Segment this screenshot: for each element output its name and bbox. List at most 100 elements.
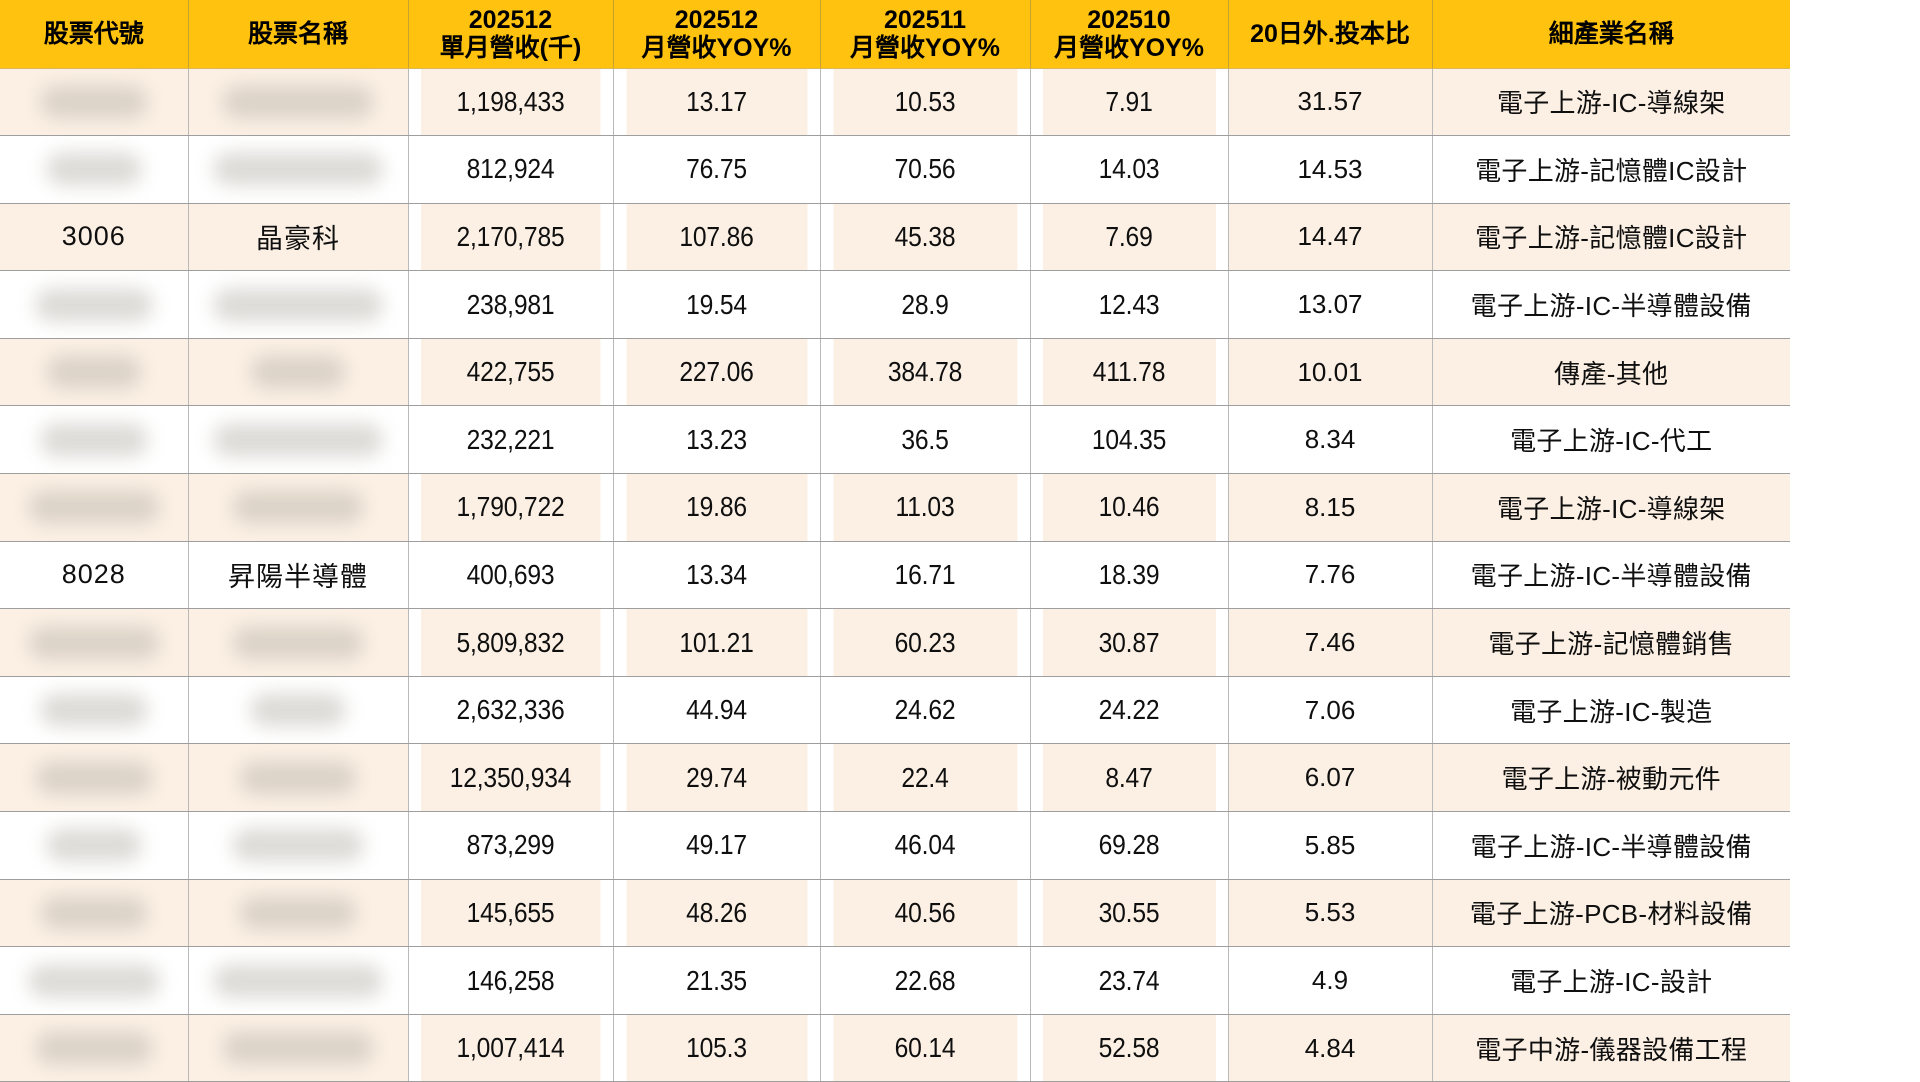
cell-foreign-invest-ratio-20d: 4.9 bbox=[1228, 946, 1433, 1015]
cell-foreign-invest-ratio-20d: 8.15 bbox=[1228, 473, 1433, 542]
cell-stock-name bbox=[188, 405, 409, 475]
cell-foreign-invest-ratio-20d: 6.07 bbox=[1228, 743, 1433, 813]
cell-yoy-202512: 48.26 bbox=[625, 879, 809, 948]
table-header: 股票代號 股票名稱 202512 單月營收(千) 202512 月營收YOY% 202511… bbox=[0, 0, 1790, 69]
table-row[interactable]: 1,198,433 13.17 10.53 7.91 31.57 電子上游-IC-導線架 bbox=[0, 67, 1790, 137]
cell-yoy-202512: 13.23 bbox=[625, 405, 809, 475]
header-row: 股票代號 股票名稱 202512 單月營收(千) 202512 月營收YOY% 202511… bbox=[0, 0, 1790, 69]
cell-yoy-202512: 19.86 bbox=[625, 473, 809, 542]
cell-foreign-invest-ratio-20d: 4.84 bbox=[1228, 1014, 1433, 1082]
cell-monthly-revenue: 873,299 bbox=[420, 811, 602, 880]
table-row[interactable]: 232,221 13.23 36.5 104.35 8.34 電子上游-IC-代工 bbox=[0, 405, 1790, 475]
cell-foreign-invest-ratio-20d: 8.34 bbox=[1228, 405, 1433, 475]
column-header-industry[interactable]: 細產業名稱 bbox=[1432, 0, 1790, 69]
cell-yoy-202510: 24.22 bbox=[1041, 676, 1217, 745]
cell-foreign-invest-ratio-20d: 5.85 bbox=[1228, 811, 1433, 880]
redacted-blur bbox=[39, 84, 148, 119]
cell-stock-name bbox=[188, 135, 409, 204]
table-row[interactable]: 2,632,336 44.94 24.62 24.22 7.06 電子上游-IC-製造 bbox=[0, 676, 1790, 745]
cell-industry-name: 電子上游-IC-半導體設備 bbox=[1432, 811, 1790, 880]
cell-industry-name: 電子上游-IC-設計 bbox=[1432, 946, 1790, 1015]
table-row[interactable]: 1,007,414 105.3 60.14 52.58 4.84 電子中游-儀器設備工程 bbox=[0, 1014, 1790, 1082]
redacted-blur bbox=[45, 152, 142, 187]
cell-yoy-202511: 45.38 bbox=[832, 203, 1018, 272]
column-header-line1: 20日外.投本比 bbox=[1250, 19, 1410, 48]
cell-foreign-invest-ratio-20d: 14.47 bbox=[1228, 203, 1433, 272]
redacted-blur bbox=[45, 355, 142, 390]
cell-stock-code bbox=[0, 338, 189, 407]
column-header-revenue[interactable]: 202512 單月營收(千) bbox=[408, 0, 614, 69]
table-row[interactable]: 238,981 19.54 28.9 12.43 13.07 電子上游-IC-半導體設備 bbox=[0, 270, 1790, 339]
table-row[interactable]: 12,350,934 29.74 22.4 8.47 6.07 電子上游-被動元件 bbox=[0, 743, 1790, 813]
cell-monthly-revenue: 812,924 bbox=[420, 135, 602, 204]
column-header-ratio-20d[interactable]: 20日外.投本比 bbox=[1228, 0, 1433, 69]
cell-stock-code bbox=[0, 405, 189, 475]
cell-yoy-202511: 60.23 bbox=[832, 608, 1018, 677]
column-header-yoy-202510[interactable]: 202510 月營收YOY% bbox=[1030, 0, 1229, 69]
table-row[interactable]: 1,790,722 19.86 11.03 10.46 8.15 電子上游-IC-導線架 bbox=[0, 473, 1790, 542]
column-header-name[interactable]: 股票名稱 bbox=[188, 0, 409, 69]
cell-industry-name: 電子上游-IC-半導體設備 bbox=[1432, 541, 1790, 610]
redacted-blur bbox=[222, 84, 374, 119]
cell-stock-code bbox=[0, 1014, 189, 1082]
redacted-blur bbox=[213, 963, 383, 998]
cell-yoy-202512: 76.75 bbox=[625, 135, 809, 204]
redacted-blur bbox=[39, 693, 148, 728]
cell-monthly-revenue: 1,007,414 bbox=[420, 1014, 602, 1082]
table-row[interactable]: 5,809,832 101.21 60.23 30.87 7.46 電子上游-記憶體銷售 bbox=[0, 608, 1790, 677]
table-row[interactable]: 3006 晶豪科 2,170,785 107.86 45.38 7.69 14.47 電子上游… bbox=[0, 203, 1790, 272]
redacted-blur bbox=[39, 422, 148, 457]
column-header-code[interactable]: 股票代號 bbox=[0, 0, 189, 69]
redacted-blur bbox=[213, 422, 383, 457]
cell-monthly-revenue: 1,790,722 bbox=[420, 473, 602, 542]
table-row[interactable]: 812,924 76.75 70.56 14.03 14.53 電子上游-記憶體IC設計 bbox=[0, 135, 1790, 204]
cell-stock-name bbox=[188, 946, 409, 1015]
redacted-blur bbox=[34, 1031, 153, 1066]
table-row[interactable]: 422,755 227.06 384.78 411.78 10.01 傳產-其他 bbox=[0, 338, 1790, 407]
cell-stock-name: 晶豪科 bbox=[188, 203, 409, 272]
cell-yoy-202511: 70.56 bbox=[832, 135, 1018, 204]
cell-yoy-202512: 21.35 bbox=[625, 946, 809, 1015]
cell-industry-name: 電子上游-被動元件 bbox=[1432, 743, 1790, 813]
cell-yoy-202510: 7.91 bbox=[1041, 67, 1217, 137]
cell-industry-name: 電子上游-IC-半導體設備 bbox=[1432, 270, 1790, 339]
table-row[interactable]: 873,299 49.17 46.04 69.28 5.85 電子上游-IC-半導體設備 bbox=[0, 811, 1790, 880]
cell-yoy-202511: 22.4 bbox=[832, 743, 1018, 813]
column-header-line2: 月營收YOY% bbox=[849, 33, 1001, 62]
cell-stock-name bbox=[188, 743, 409, 813]
column-header-yoy-202512[interactable]: 202512 月營收YOY% bbox=[613, 0, 821, 69]
cell-stock-name bbox=[188, 879, 409, 948]
cell-stock-code bbox=[0, 946, 189, 1015]
column-header-line1: 股票代號 bbox=[43, 19, 144, 48]
cell-foreign-invest-ratio-20d: 10.01 bbox=[1228, 338, 1433, 407]
cell-monthly-revenue: 2,632,336 bbox=[420, 676, 602, 745]
table-row[interactable]: 8028 昇陽半導體 400,693 13.34 16.71 18.39 7.76 電子上游-… bbox=[0, 541, 1790, 610]
cell-stock-name bbox=[188, 338, 409, 407]
table-row[interactable]: 146,258 21.35 22.68 23.74 4.9 電子上游-IC-設計 bbox=[0, 946, 1790, 1015]
redacted-blur bbox=[250, 355, 346, 390]
cell-yoy-202511: 60.14 bbox=[832, 1014, 1018, 1082]
column-header-line1: 202510 bbox=[1087, 5, 1171, 34]
cell-yoy-202510: 104.35 bbox=[1041, 405, 1217, 475]
redacted-blur bbox=[250, 693, 346, 728]
cell-foreign-invest-ratio-20d: 13.07 bbox=[1228, 270, 1433, 339]
cell-stock-code bbox=[0, 67, 189, 137]
column-header-yoy-202511[interactable]: 202511 月營收YOY% bbox=[820, 0, 1031, 69]
cell-stock-name: 昇陽半導體 bbox=[188, 541, 409, 610]
cell-industry-name: 電子上游-記憶體銷售 bbox=[1432, 608, 1790, 677]
redacted-blur bbox=[45, 828, 142, 863]
redacted-blur bbox=[27, 625, 160, 660]
redacted-blur bbox=[213, 152, 383, 187]
cell-yoy-202512: 13.34 bbox=[625, 541, 809, 610]
cell-yoy-202510: 30.87 bbox=[1041, 608, 1217, 677]
cell-yoy-202511: 40.56 bbox=[832, 879, 1018, 948]
redacted-blur bbox=[239, 895, 357, 930]
table-row[interactable]: 145,655 48.26 40.56 30.55 5.53 電子上游-PCB-材料設備 bbox=[0, 879, 1790, 948]
cell-industry-name: 電子中游-儀器設備工程 bbox=[1432, 1014, 1790, 1082]
column-header-line2: 月營收YOY% bbox=[1053, 33, 1205, 62]
cell-yoy-202510: 30.55 bbox=[1041, 879, 1217, 948]
redacted-blur bbox=[213, 287, 383, 322]
cell-yoy-202512: 44.94 bbox=[625, 676, 809, 745]
cell-stock-code: 8028 bbox=[0, 541, 189, 610]
cell-yoy-202510: 18.39 bbox=[1041, 541, 1217, 610]
